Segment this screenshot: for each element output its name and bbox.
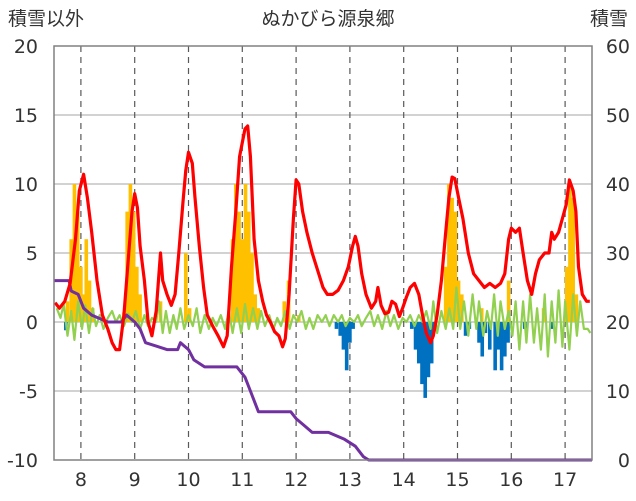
right-tick-label: 40: [606, 174, 630, 196]
snowfall-bar: [256, 308, 261, 322]
snowfall-bar: [506, 280, 511, 322]
snowfall-bar: [230, 239, 235, 322]
precipitation-bar: [413, 322, 418, 350]
right-tick-label: 10: [606, 381, 630, 403]
precipitation-bar: [499, 322, 504, 371]
precipitation-bar: [477, 322, 481, 343]
precipitation-bar: [493, 322, 497, 371]
precipitation-bar: [409, 322, 414, 329]
snowfall-bar: [443, 266, 448, 322]
snowfall-bar: [84, 239, 89, 322]
left-tick-label: 20: [14, 36, 38, 58]
snow_depth-line: [54, 279, 592, 462]
left-tick-label: 15: [14, 105, 38, 127]
precipitation-bar: [416, 322, 421, 364]
precipitation-bar: [341, 322, 346, 350]
chart-title: ぬかびら源泉郷: [261, 8, 394, 30]
snowfall-bar: [571, 197, 575, 322]
x-tick-label: 8: [75, 469, 87, 491]
left-tick-label: -10: [7, 450, 38, 472]
precipitation-bar: [549, 322, 554, 329]
left-tick-label: 5: [26, 243, 38, 265]
plot-frame: [53, 45, 593, 461]
snowfall-bar: [243, 184, 248, 322]
snowfall-bar: [564, 266, 569, 322]
snowfall-bar: [75, 211, 80, 322]
snowfall-bar: [128, 184, 133, 322]
right-tick-label: 30: [606, 243, 630, 265]
precipitation-bar: [487, 322, 492, 350]
x-tick-label: 12: [284, 469, 308, 491]
snowfall-bar: [87, 280, 92, 322]
snowfall-bar: [246, 211, 251, 322]
precipitation-bar: [351, 322, 355, 329]
precipitation-bar: [506, 322, 510, 343]
snowfall-bar: [135, 266, 139, 322]
x-tick-label: 9: [129, 469, 141, 491]
x-tick-label: 17: [553, 469, 577, 491]
x-tick-label: 15: [445, 469, 469, 491]
temperature-line: [53, 124, 590, 352]
snowfall-bar: [568, 184, 572, 322]
snowfall-bar: [240, 239, 245, 322]
snowfall-bar: [447, 184, 451, 322]
x-tick-label: 16: [499, 469, 523, 491]
precipitation-bar: [334, 322, 339, 329]
precipitation-bar: [338, 322, 343, 336]
precipitation-bar: [420, 322, 424, 385]
precipitation-bar: [426, 322, 431, 378]
left-tick-label: 0: [26, 312, 38, 334]
precipitation-bar: [480, 322, 485, 357]
snowfall-bar: [184, 253, 188, 322]
snowfall-bar: [460, 294, 464, 322]
precipitation-bar: [344, 322, 349, 371]
snowfall-bar: [234, 184, 238, 322]
x-tick-label: 10: [176, 469, 200, 491]
snowfall-bar: [250, 253, 254, 322]
snowfall-bar: [138, 294, 142, 322]
snowfall-bar: [79, 266, 83, 322]
snowfall-bar: [453, 211, 458, 322]
right-tick-label: 20: [606, 312, 630, 334]
right-axis-label: 積雪: [590, 8, 628, 30]
snowfall-bar: [253, 294, 258, 322]
snowfall-bar: [574, 294, 579, 322]
x-tick-label: 14: [392, 469, 416, 491]
left-tick-label: -5: [19, 381, 38, 403]
x-tick-label: 13: [338, 469, 362, 491]
snowfall-bar: [131, 211, 136, 322]
precipitation-bar: [348, 322, 352, 343]
plot-area: [53, 45, 592, 462]
left-axis-label: 積雪以外: [8, 8, 84, 30]
snowfall-bar: [237, 211, 241, 322]
right-tick-label: 50: [606, 105, 630, 127]
precipitation-bar: [463, 322, 468, 336]
wind-line: [55, 286, 592, 358]
x-tick-label: 11: [230, 469, 254, 491]
precipitation-bar: [423, 322, 428, 398]
snowfall-bar: [65, 301, 70, 322]
left-tick-label: 10: [14, 174, 38, 196]
precipitation-bar: [503, 322, 507, 357]
right-tick-label: 60: [606, 36, 630, 58]
snowfall-bar: [450, 197, 454, 322]
right-tick-label: 0: [618, 450, 630, 472]
